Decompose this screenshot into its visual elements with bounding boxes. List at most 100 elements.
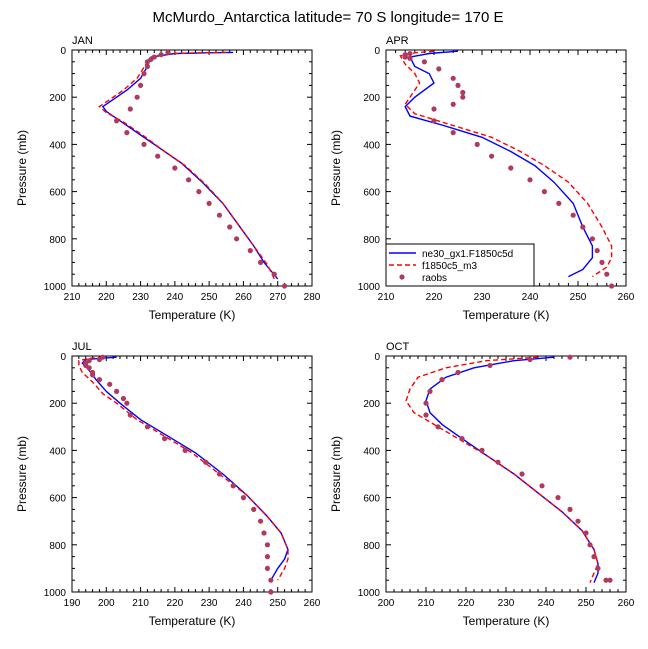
raobs-point	[609, 283, 615, 289]
raobs-point	[113, 388, 120, 394]
plot-frame	[385, 355, 627, 593]
raobs-point	[196, 189, 202, 195]
x-tick-label: 200	[98, 598, 115, 609]
raobs-point	[539, 483, 545, 489]
raobs-point	[431, 118, 437, 124]
raobs-point	[460, 89, 466, 96]
raobs-point	[589, 236, 596, 242]
y-tick-label: 200	[363, 93, 380, 104]
raobs-point	[431, 106, 437, 112]
y-tick-label: 600	[49, 494, 66, 505]
legend-box	[385, 243, 535, 287]
raobs-point	[421, 59, 427, 65]
raobs-point	[508, 165, 514, 171]
x-axis-label: Temperature (K)	[149, 308, 236, 322]
x-tick-label: 220	[167, 598, 184, 609]
y-tick-label: 1000	[358, 588, 381, 599]
raobs-point	[127, 412, 133, 418]
panel-apr: 210 220 230 240 250 260 0 200 400 600 800 1000 Tempe…	[329, 35, 635, 322]
panel-jan: 210 220 230 240 250 260 270 280 0 200 400 600 800 100…	[15, 35, 321, 322]
raobs-point	[459, 436, 465, 442]
raobs-point	[227, 224, 233, 230]
raobs-point	[264, 542, 271, 548]
raobs-point	[120, 395, 127, 402]
raobs-point	[423, 412, 429, 418]
y-tick-label: 600	[49, 188, 66, 199]
y-tick-label: 400	[363, 140, 380, 151]
y-tick-label: 1000	[44, 588, 67, 599]
y-tick-label: 800	[49, 235, 66, 246]
raobs-point	[487, 362, 493, 369]
raobs-point	[567, 354, 573, 360]
raobs-point	[144, 59, 151, 65]
x-tick-label: 250	[578, 598, 595, 609]
raobs-point	[271, 271, 277, 277]
raobs-point	[141, 141, 147, 147]
y-axis-label: Pressure (mb)	[15, 436, 29, 512]
x-tick-label: 220	[426, 292, 443, 303]
y-tick-label: 400	[49, 446, 66, 457]
panel-month-label: OCT	[386, 341, 410, 353]
y-tick-label: 0	[60, 352, 66, 363]
raobs-point	[261, 530, 267, 536]
x-tick-label: 210	[64, 292, 81, 303]
raobs-point	[172, 165, 178, 171]
legend-swatch	[399, 274, 405, 280]
raobs-point	[423, 400, 429, 406]
x-tick-label: 250	[201, 292, 218, 303]
raobs-point	[450, 101, 456, 107]
raobs-point	[527, 356, 533, 363]
raobs-point	[567, 506, 573, 512]
raobs-point	[185, 177, 192, 183]
raobs-point	[206, 200, 212, 206]
y-tick-label: 800	[363, 235, 380, 246]
y-tick-label: 1000	[44, 282, 67, 293]
x-tick-label: 240	[167, 292, 184, 303]
raobs-point	[519, 471, 525, 477]
x-tick-label: 220	[98, 292, 115, 303]
x-tick-label: 250	[269, 598, 286, 609]
series-line-ne30	[81, 356, 289, 581]
raobs-point	[407, 50, 413, 57]
raobs-point	[439, 377, 445, 383]
x-tick-label: 220	[458, 598, 475, 609]
x-tick-label: 230	[498, 598, 515, 609]
raobs-point	[233, 236, 240, 242]
y-axis-label: Pressure (mb)	[329, 436, 343, 512]
plot-frame	[71, 49, 313, 287]
raobs-point	[594, 248, 600, 254]
x-tick-label: 270	[269, 292, 286, 303]
raobs-point	[264, 565, 271, 572]
raobs-point	[474, 141, 480, 147]
raobs-point	[124, 400, 130, 406]
panel-month-label: APR	[386, 35, 409, 47]
raobs-point	[165, 49, 171, 55]
x-axis-label: Temperature (K)	[463, 308, 550, 322]
raobs-point	[607, 577, 613, 583]
raobs-point	[599, 259, 605, 265]
raobs-point	[455, 369, 461, 376]
raobs-point	[604, 271, 610, 277]
series-line-f1850c5	[405, 356, 599, 583]
y-tick-label: 0	[374, 352, 380, 363]
raobs-point	[541, 189, 548, 195]
raobs-point	[251, 506, 257, 512]
y-tick-label: 800	[363, 541, 380, 552]
raobs-point	[182, 447, 188, 453]
raobs-point	[144, 424, 151, 430]
raobs-point	[230, 483, 236, 489]
raobs-point	[455, 82, 461, 88]
raobs-point	[161, 436, 168, 442]
raobs-point	[436, 66, 442, 72]
raobs-point	[127, 106, 133, 112]
raobs-point	[268, 577, 274, 583]
raobs-point	[570, 212, 576, 218]
figure-title: McMurdo_Antarctica latitude= 70 S longit…	[152, 9, 503, 26]
series-line-f1850c5	[98, 51, 275, 280]
raobs-point	[134, 94, 140, 100]
raobs-point	[240, 495, 247, 501]
raobs-point	[580, 224, 586, 230]
y-axis-label: Pressure (mb)	[329, 130, 343, 206]
